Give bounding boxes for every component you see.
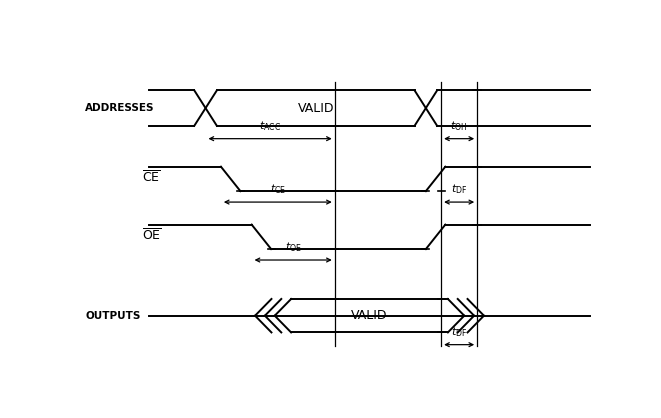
Text: VALID: VALID (351, 309, 388, 322)
Text: $t_{\rm OH}$: $t_{\rm OH}$ (450, 119, 468, 133)
Text: $\overline{\mathrm{CE}}$: $\overline{\mathrm{CE}}$ (141, 170, 160, 185)
Text: VALID: VALID (297, 102, 334, 115)
Text: ADDRESSES: ADDRESSES (85, 103, 155, 113)
Text: OUTPUTS: OUTPUTS (85, 311, 141, 321)
Text: $t_{\rm DF}$: $t_{\rm DF}$ (451, 183, 467, 196)
Text: $t_{\rm ACC}$: $t_{\rm ACC}$ (259, 119, 281, 133)
Text: $t_{\rm OE}$: $t_{\rm OE}$ (285, 240, 301, 254)
Text: $\overline{\mathrm{OE}}$: $\overline{\mathrm{OE}}$ (141, 227, 161, 243)
Text: $t_{\rm CE}$: $t_{\rm CE}$ (270, 183, 286, 196)
Text: $t_{\rm DF}$: $t_{\rm DF}$ (451, 325, 467, 339)
